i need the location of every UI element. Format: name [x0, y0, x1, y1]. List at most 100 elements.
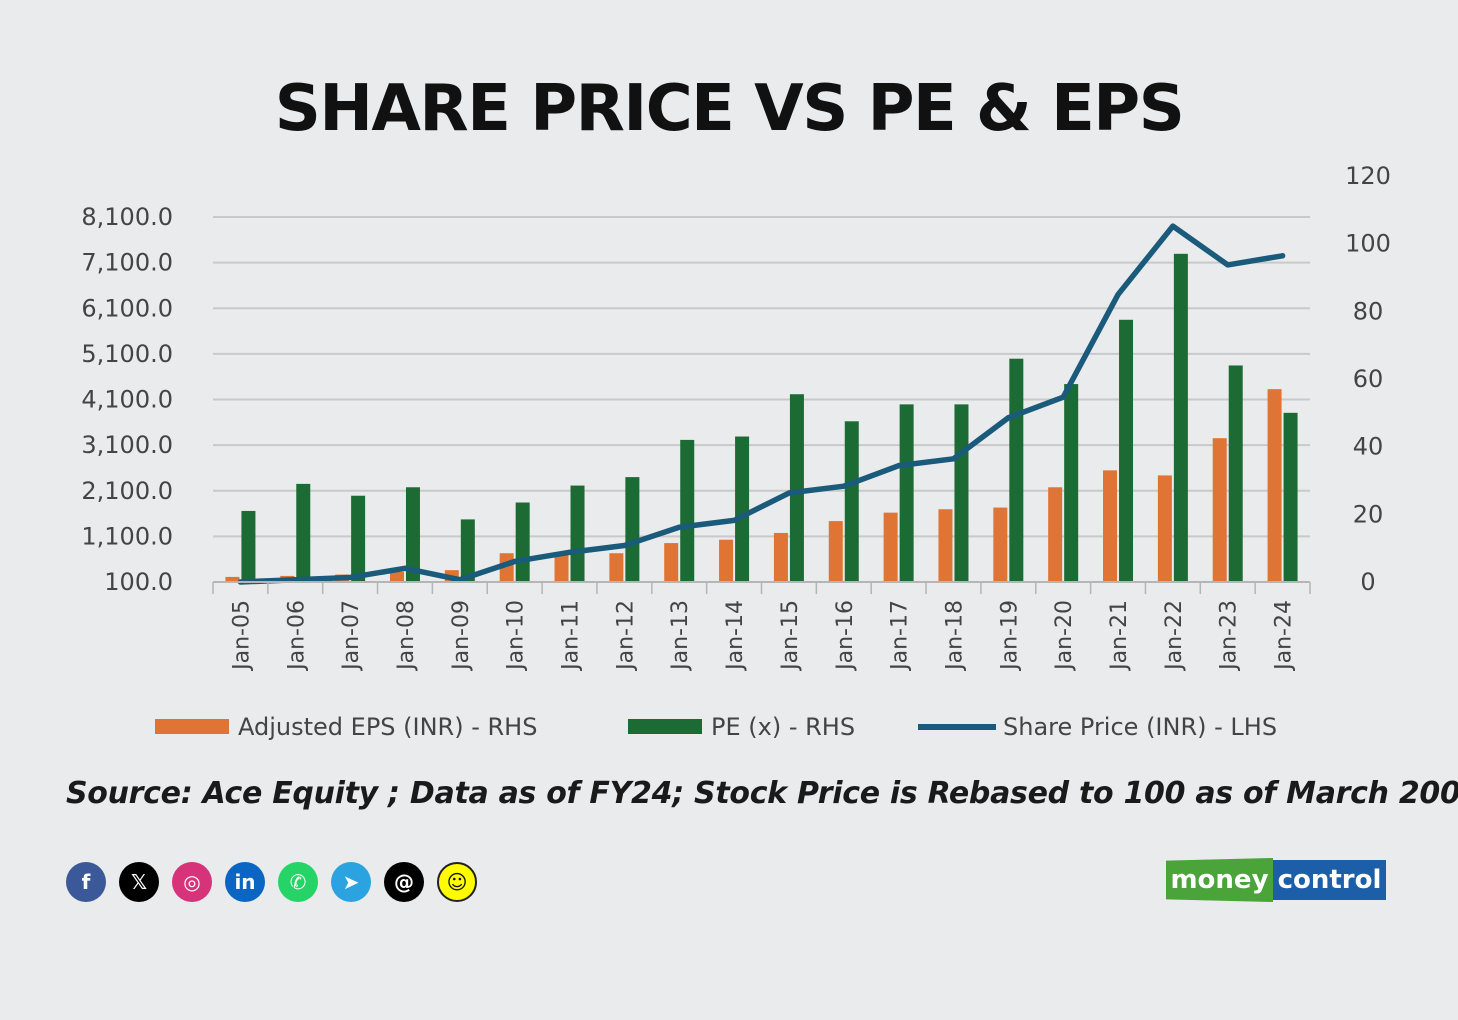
- pe-bar: [680, 439, 695, 582]
- share-price-point: [1115, 292, 1121, 298]
- eps-bar: [554, 553, 569, 582]
- logo-control-part: control: [1273, 860, 1386, 900]
- share-price-point: [841, 483, 847, 489]
- left-axis-tick-label: 8,100.0: [81, 203, 173, 231]
- eps-bar: [773, 532, 788, 582]
- grid-lines: [213, 216, 1310, 583]
- eps-bar: [225, 576, 240, 582]
- share-price-line: [237, 223, 1286, 585]
- share-price-point: [1060, 394, 1066, 400]
- pe-bar: [844, 421, 859, 582]
- share-price-point: [1170, 223, 1176, 229]
- share-price-point: [731, 517, 737, 523]
- right-axis-tick-label: 0: [1360, 568, 1375, 596]
- pe-bar: [460, 519, 475, 582]
- right-axis-tick-label: 40: [1353, 433, 1384, 461]
- share-price-point: [402, 565, 408, 571]
- x-axis-tick-label: Jan-14: [723, 600, 748, 672]
- bars: [225, 253, 1298, 583]
- facebook-icon[interactable]: f: [66, 862, 106, 902]
- pe-bar: [296, 483, 311, 582]
- telegram-icon[interactable]: ➤: [331, 862, 371, 902]
- pe-bar: [515, 502, 530, 582]
- eps-bar: [993, 507, 1008, 582]
- right-axis-tick-label: 100: [1345, 230, 1391, 258]
- pe-bar: [405, 487, 420, 582]
- share-price-point: [457, 577, 463, 583]
- pe-bar: [789, 394, 804, 582]
- x-axis-tick-label: Jan-10: [504, 600, 529, 672]
- linkedin-icon[interactable]: in: [225, 862, 265, 902]
- left-axis-tick-label: 1,100.0: [81, 522, 173, 550]
- x-icon[interactable]: 𝕏: [119, 862, 159, 902]
- x-axis-tick-label: Jan-07: [339, 600, 364, 672]
- left-axis-tick-label: 2,100.0: [81, 477, 173, 505]
- pe-bar: [735, 436, 750, 582]
- share-price-point: [786, 490, 792, 496]
- share-price-point: [1225, 262, 1231, 268]
- legend-label-pe: PE (x) - RHS: [711, 713, 855, 741]
- pe-bar: [954, 404, 969, 582]
- eps-bar: [1048, 487, 1063, 582]
- x-axis-tick-label: Jan-16: [833, 600, 858, 672]
- logo-money-part: money: [1166, 858, 1273, 902]
- pe-bar: [1119, 319, 1134, 582]
- share-price-point: [347, 574, 353, 580]
- x-axis-tick-label: Jan-23: [1217, 600, 1242, 672]
- x-axis-tick-label: Jan-24: [1272, 600, 1297, 672]
- x-axis-tick-label: Jan-05: [229, 600, 254, 672]
- chart: 100.0 1,100.0 2,100.0 3,100.0 4,100.0 5,100.0…: [81, 162, 1391, 741]
- x-axis-tick-label: Jan-12: [613, 600, 638, 672]
- eps-bar: [664, 543, 679, 582]
- share-price-point: [676, 524, 682, 530]
- chart-title: SHARE PRICE VS PE & EPS: [274, 72, 1185, 146]
- legend-label-price: Share Price (INR) - LHS: [1003, 713, 1277, 741]
- x-axis-tick-label: Jan-17: [888, 600, 913, 672]
- eps-bar: [1157, 475, 1172, 582]
- pe-bar: [1283, 412, 1298, 582]
- whatsapp-icon[interactable]: ✆: [278, 862, 318, 902]
- instagram-icon[interactable]: ◎: [172, 862, 212, 902]
- share-price-point: [950, 456, 956, 462]
- share-price-point: [621, 543, 627, 548]
- x-axis-tick-label: Jan-21: [1107, 600, 1132, 672]
- snapchat-icon[interactable]: ☺: [437, 862, 477, 902]
- threads-icon[interactable]: @: [384, 862, 424, 902]
- pe-bar: [1173, 253, 1188, 583]
- left-axis-tick-label: 4,100.0: [81, 386, 173, 414]
- x-axis-tick-label: Jan-09: [449, 600, 474, 672]
- pe-bar: [1228, 365, 1243, 582]
- right-axis-tick-label: 120: [1345, 162, 1391, 190]
- share-price-point: [1280, 253, 1286, 259]
- x-axis-tick-label: Jan-22: [1162, 600, 1187, 672]
- right-axis-tick-label: 60: [1353, 365, 1384, 393]
- share-price-point: [512, 558, 518, 564]
- x-axis-tick-label: Jan-15: [778, 600, 803, 672]
- x-axis-tick-label: Jan-11: [559, 600, 584, 672]
- share-price-point: [292, 577, 298, 583]
- right-axis-tick-label: 20: [1353, 500, 1384, 528]
- pe-bar: [1064, 384, 1079, 582]
- pe-bar: [351, 495, 366, 582]
- legend-swatch-pe: [628, 719, 702, 734]
- eps-bar: [1103, 470, 1118, 582]
- pe-bar: [1009, 358, 1024, 582]
- x-axis-tick-label: Jan-06: [284, 600, 309, 672]
- moneycontrol-logo[interactable]: money control: [1166, 858, 1386, 902]
- left-axis-tick-label: 3,100.0: [81, 431, 173, 459]
- x-axis-tick-label: Jan-13: [668, 600, 693, 672]
- legend: Adjusted EPS (INR) - RHS PE (x) - RHS Shar…: [155, 713, 1277, 741]
- left-axis-tick-label: 100.0: [104, 568, 173, 596]
- eps-bar: [1267, 389, 1282, 582]
- share-price-series-line: [237, 223, 1286, 585]
- social-icons: f 𝕏 ◎ in ✆ ➤ @ ☺: [66, 862, 477, 902]
- eps-bar: [389, 571, 404, 582]
- source-note: Source: Ace Equity ; Data as of FY24; St…: [66, 776, 1458, 811]
- legend-label-eps: Adjusted EPS (INR) - RHS: [238, 713, 537, 741]
- share-price-point: [896, 463, 902, 469]
- axes: 100.0 1,100.0 2,100.0 3,100.0 4,100.0 5,100.0…: [81, 162, 1391, 672]
- legend-swatch-eps: [155, 719, 229, 734]
- share-price-point: [567, 549, 573, 555]
- x-axis-tick-label: Jan-19: [997, 600, 1022, 672]
- pe-bar: [899, 404, 914, 582]
